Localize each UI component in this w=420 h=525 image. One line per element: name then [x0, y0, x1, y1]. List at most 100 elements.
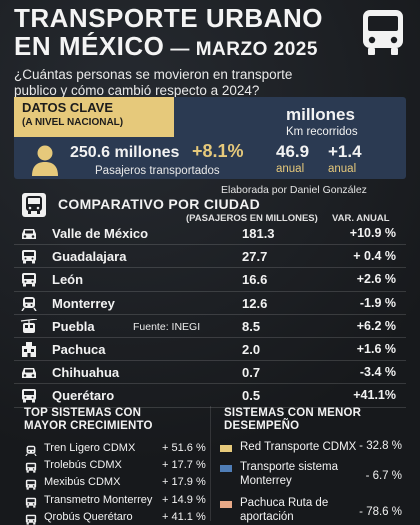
city-name: Chihuahua	[52, 365, 120, 381]
table-row: Pachuca 2.0 +1.6 %	[14, 338, 406, 362]
city-name: Guadalajara	[52, 249, 127, 265]
annual-change: -1.9 %	[359, 295, 396, 310]
annual-change: -3.4 %	[359, 365, 396, 380]
table-row: Querétaro 0.5 +41.1%	[14, 384, 406, 408]
system-name-line1: Transporte sistema	[240, 461, 338, 473]
list-item: Pachuca Ruta de aportación - 78.6 %	[220, 496, 408, 525]
system-name: Transporte sistema Monterrey	[240, 460, 360, 488]
system-change: + 14.9 %	[162, 493, 206, 506]
system-name: Pachuca Ruta de aportación	[240, 496, 360, 524]
passenger-value: 2.0	[242, 341, 261, 357]
system-name-line1: Pachuca Ruta de	[240, 497, 329, 509]
key-data-subtitle: (A NIVEL NACIONAL)	[22, 117, 124, 128]
passenger-value: 12.6	[242, 295, 268, 311]
list-item: Qrobús Querétaro + 41.1 %	[22, 509, 212, 525]
list-item: Tren Ligero CDMX + 51.6 %	[22, 440, 212, 457]
table-row: Chihuahua 0.7 -3.4 %	[14, 361, 406, 385]
worst-systems-title: SISTEMAS CON MENOR DESEMPEÑO	[224, 407, 404, 433]
header: TRANSPORTE URBANO EN MÉXICO — MARZO 2025…	[14, 4, 344, 99]
person-icon	[32, 145, 58, 176]
bus-icon	[24, 460, 38, 473]
column-header-var: VAR. ANUAL	[332, 213, 390, 224]
system-change: - 32.8 %	[359, 440, 402, 452]
annual-change: +6.2 %	[356, 318, 396, 333]
passenger-value: 0.5	[242, 388, 261, 404]
table-row: León 16.6 +2.6 %	[14, 268, 406, 292]
car-icon	[20, 226, 38, 241]
passenger-value: 16.6	[242, 272, 268, 288]
annual-change: +41.1%	[353, 388, 396, 403]
km-value-label: anual	[276, 163, 305, 175]
table-row: Puebla 8.5 +6.2 %	[14, 315, 406, 338]
system-name: Red Transporte CDMX	[240, 441, 357, 453]
bus-icon	[22, 193, 46, 217]
system-change: + 17.9 %	[162, 476, 206, 489]
system-name: Trolebús CDMX	[44, 459, 122, 472]
passenger-value: 27.7	[242, 249, 268, 265]
building-icon	[20, 341, 38, 357]
system-change: - 78.6 %	[359, 506, 402, 518]
worst-systems-title-line2: DESEMPEÑO	[224, 420, 300, 432]
system-name-line2: aportación	[240, 511, 294, 523]
system-change: + 51.6 %	[162, 442, 206, 454]
legend-swatch	[220, 501, 232, 508]
train-icon	[20, 296, 38, 311]
system-name: Qrobús Querétaro	[44, 510, 133, 523]
annual-change: +2.6 %	[356, 272, 396, 287]
comparison-title: COMPARATIVO POR CIUDAD	[58, 196, 261, 212]
list-item: Transmetro Monterrey + 14.9 %	[22, 492, 212, 509]
page-title-date: — MARZO 2025	[170, 39, 318, 60]
passenger-value: 8.5	[242, 318, 261, 334]
bus-icon	[24, 495, 38, 508]
system-name: Transmetro Monterrey	[44, 493, 153, 506]
city-name: Puebla	[52, 318, 95, 334]
car-icon	[20, 365, 38, 380]
worst-systems-title-line1: SISTEMAS CON MENOR	[224, 407, 362, 419]
subtitle-line1: ¿Cuántas personas se movieron en transpo…	[14, 67, 293, 82]
annual-change: +10.9 %	[349, 226, 396, 240]
best-systems-title: TOP SISTEMAS CON MAYOR CRECIMIENTO	[24, 407, 194, 433]
passengers-label: Pasajeros transportados	[95, 165, 220, 177]
key-data-title: DATOS CLAVE	[22, 100, 114, 115]
system-name-line2: Monterrey	[240, 475, 292, 487]
annual-change: +1.6 %	[356, 341, 396, 356]
passengers-change: +8.1%	[192, 141, 244, 161]
city-name: Querétaro	[52, 388, 115, 404]
table-row: Valle de México 181.3 +10.9 %	[14, 222, 406, 246]
list-item: Red Transporte CDMX - 32.8 %	[220, 440, 408, 460]
bus-icon	[20, 249, 38, 264]
best-systems-title-line2: MAYOR CRECIMIENTO	[24, 420, 153, 432]
cable-car-icon	[20, 318, 38, 334]
train-icon	[24, 443, 38, 457]
legend-swatch	[220, 465, 232, 472]
km-unit: millones	[286, 105, 355, 124]
passenger-value: 0.7	[242, 365, 261, 381]
system-name: Tren Ligero CDMX	[44, 442, 136, 454]
legend-swatch	[220, 445, 232, 452]
km-label: Km recorridos	[286, 126, 358, 138]
bus-icon	[24, 477, 38, 491]
km-change: +1.4	[328, 142, 362, 161]
best-systems-title-line1: TOP SISTEMAS CON	[24, 407, 142, 419]
author-credit: Elaborada por Daniel González	[221, 184, 367, 196]
column-header-value: (PASAJEROS EN MILLONES)	[186, 213, 318, 224]
passengers-value: 250.6 millones	[70, 144, 180, 161]
table-row: Monterrey 12.6 -1.9 %	[14, 292, 406, 315]
page-title-line2: EN MÉXICO — MARZO 2025	[14, 32, 344, 64]
subtitle: ¿Cuántas personas se movieron en transpo…	[14, 67, 344, 99]
page-title-location: EN MÉXICO	[14, 31, 165, 61]
city-name: Monterrey	[52, 295, 115, 311]
annual-change: + 0.4 %	[353, 249, 396, 264]
system-change: - 6.7 %	[365, 470, 402, 482]
bus-icon	[20, 388, 38, 403]
page-title-line1: TRANSPORTE URBANO	[14, 3, 323, 33]
source-note: Fuente: INEGI	[133, 321, 201, 333]
km-value: 46.9	[276, 142, 310, 161]
bus-icon	[20, 272, 38, 287]
passenger-value: 181.3	[242, 226, 275, 241]
key-data-tag: DATOS CLAVE (A NIVEL NACIONAL)	[14, 97, 174, 137]
system-change: + 17.7 %	[162, 459, 206, 472]
bus-icon	[363, 10, 403, 55]
city-table: Valle de México 181.3 +10.9 % Guadalajara 27…	[14, 222, 406, 408]
